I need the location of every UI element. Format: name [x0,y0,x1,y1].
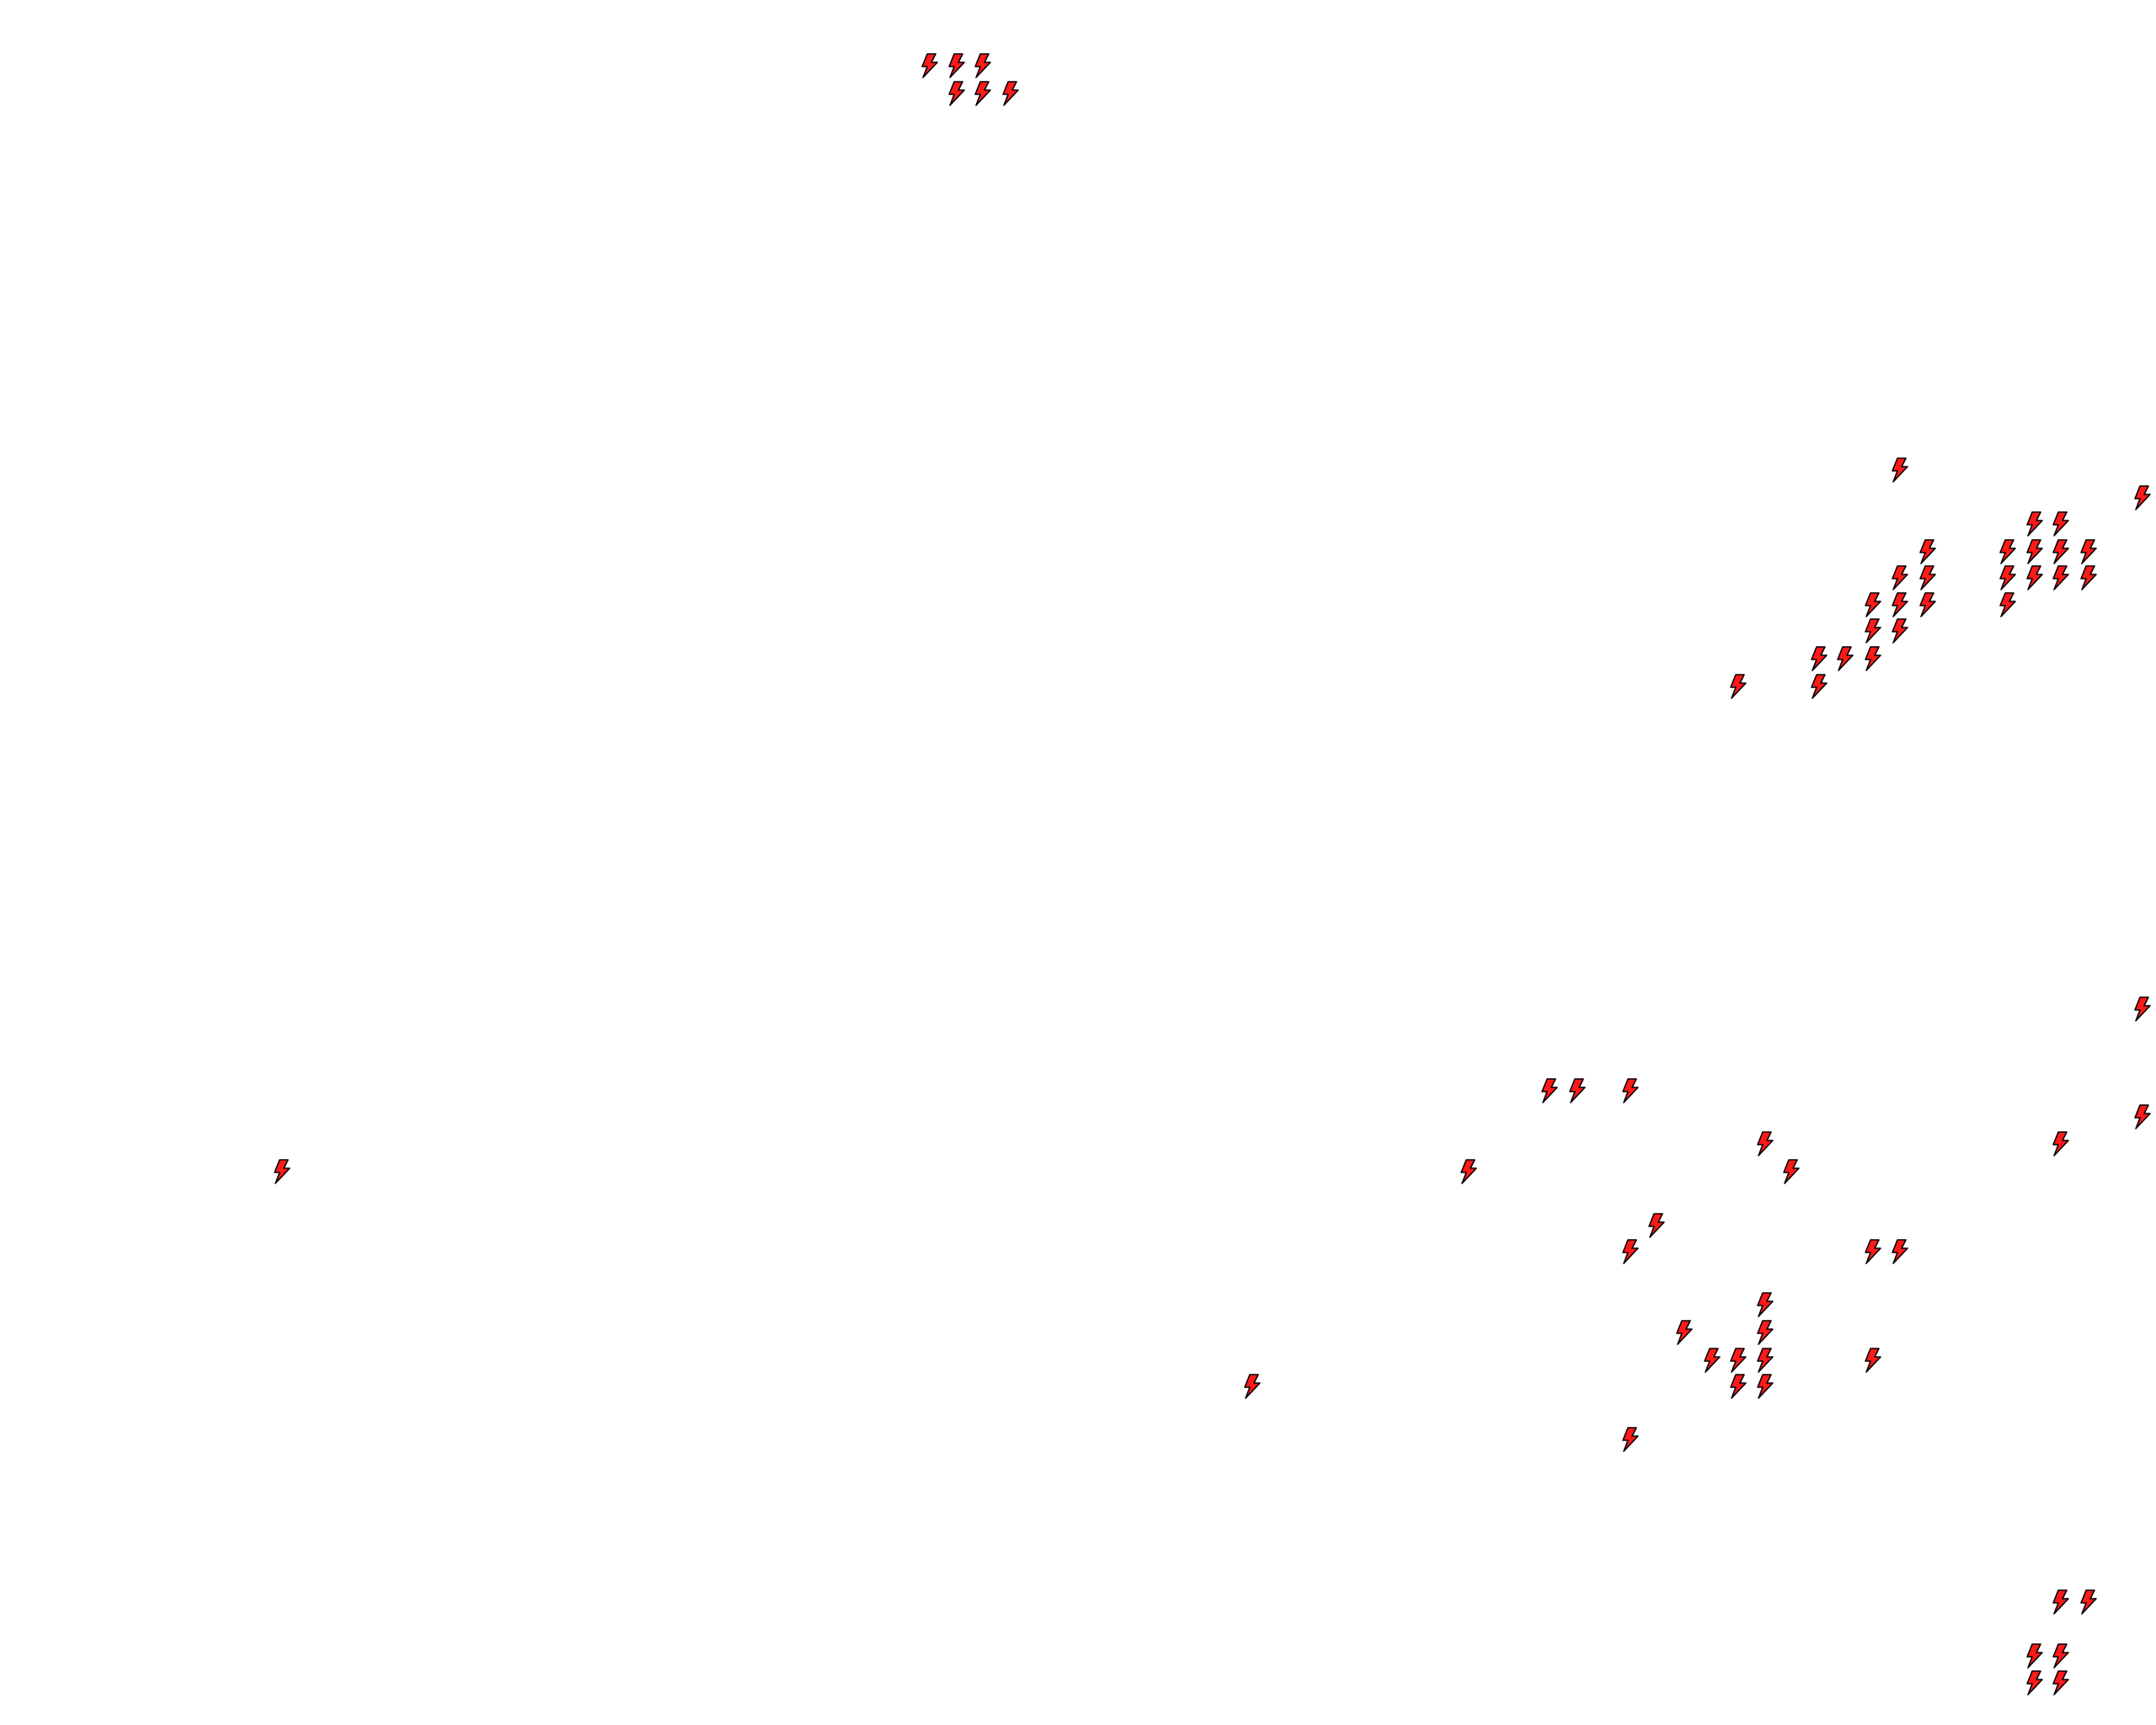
lightning-bolt-icon [2049,1589,2073,1615]
lightning-bolt-icon [1619,1238,1642,1264]
lightning-bolt-icon [1807,673,1831,699]
lightning-bolt-icon [1861,592,1885,618]
lightning-bolt-icon [1861,618,1885,644]
lightning-bolt-icon [971,81,995,106]
lightning-bolt-icon [2077,564,2100,590]
lightning-bolt-icon [2049,1131,2073,1157]
lightning-bolt-icon [1753,1292,1777,1318]
lightning-bolt-icon [2049,1670,2073,1696]
lightning-bolt-icon [999,81,1022,106]
lightning-bolt-icon [2023,564,2047,590]
lightning-bolt-icon [1861,1238,1885,1264]
lightning-bolt-icon [1753,1131,1777,1157]
lightning-bolt-icon [2049,564,2073,590]
lightning-bolt-icon [1726,1347,1750,1373]
lightning-bolt-icon [270,1159,294,1184]
lightning-bolt-icon [1807,646,1831,671]
lightning-bolt-icon [1566,1077,1589,1103]
lightning-bolt-icon [2131,996,2154,1023]
lightning-bolt-icon [2023,1670,2047,1696]
lightning-bolt-icon [1753,1347,1777,1373]
lightning-bolt-icon [2049,511,2073,537]
lightning-bolt-icon [1753,1320,1777,1345]
lightning-bolt-icon [1888,457,1912,483]
lightning-bolt-icon [1861,1347,1885,1373]
lightning-bolt-icon [1916,592,1940,618]
lightning-bolt-icon [2049,538,2073,564]
lightning-bolt-icon [1996,564,2020,590]
lightning-bolt-icon [1888,618,1912,644]
lightning-bolt-icon [1780,1159,1803,1184]
lightning-bolt-icon [1996,592,2020,618]
lightning-bolt-icon [1619,1077,1642,1103]
lightning-bolt-icon [1241,1373,1264,1399]
lightning-bolt-icon [2023,538,2047,564]
lightning-bolt-icon [2023,511,2047,537]
lightning-bolt-icon [1916,538,1940,564]
lightning-bolt-icon [2131,485,2154,510]
lightning-bolt-icon [971,53,995,79]
lightning-bolt-icon [1726,673,1750,699]
lightning-bolt-icon [2077,538,2100,564]
lightning-bolt-icon [1726,1373,1750,1399]
lightning-bolt-icon [1888,592,1912,618]
lightning-bolt-icon [1700,1347,1724,1373]
lightning-bolt-icon [1861,646,1885,671]
lightning-bolt-icon [945,81,969,106]
lightning-bolt-icon [2049,1642,2073,1669]
lightning-bolt-icon [1996,538,2020,564]
lightning-bolt-icon [1457,1159,1481,1184]
lightning-bolt-icon [1619,1427,1642,1453]
lightning-bolt-icon [1916,564,1940,590]
lightning-bolt-icon [1888,564,1912,590]
lightning-bolt-icon [1673,1320,1696,1345]
lightning-bolt-icon [1538,1077,1561,1103]
lightning-bolt-icon [1645,1212,1668,1238]
lightning-bolt-icon [1888,1238,1912,1264]
lightning-bolt-icon [2131,1103,2154,1130]
lightning-bolt-icon [918,53,942,79]
lightning-bolt-icon [2077,1589,2100,1615]
lightning-bolt-icon [1833,646,1857,671]
lightning-bolt-icon [1753,1373,1777,1399]
lightning-bolt-icon [945,53,969,79]
lightning-bolt-icon [2023,1642,2047,1669]
